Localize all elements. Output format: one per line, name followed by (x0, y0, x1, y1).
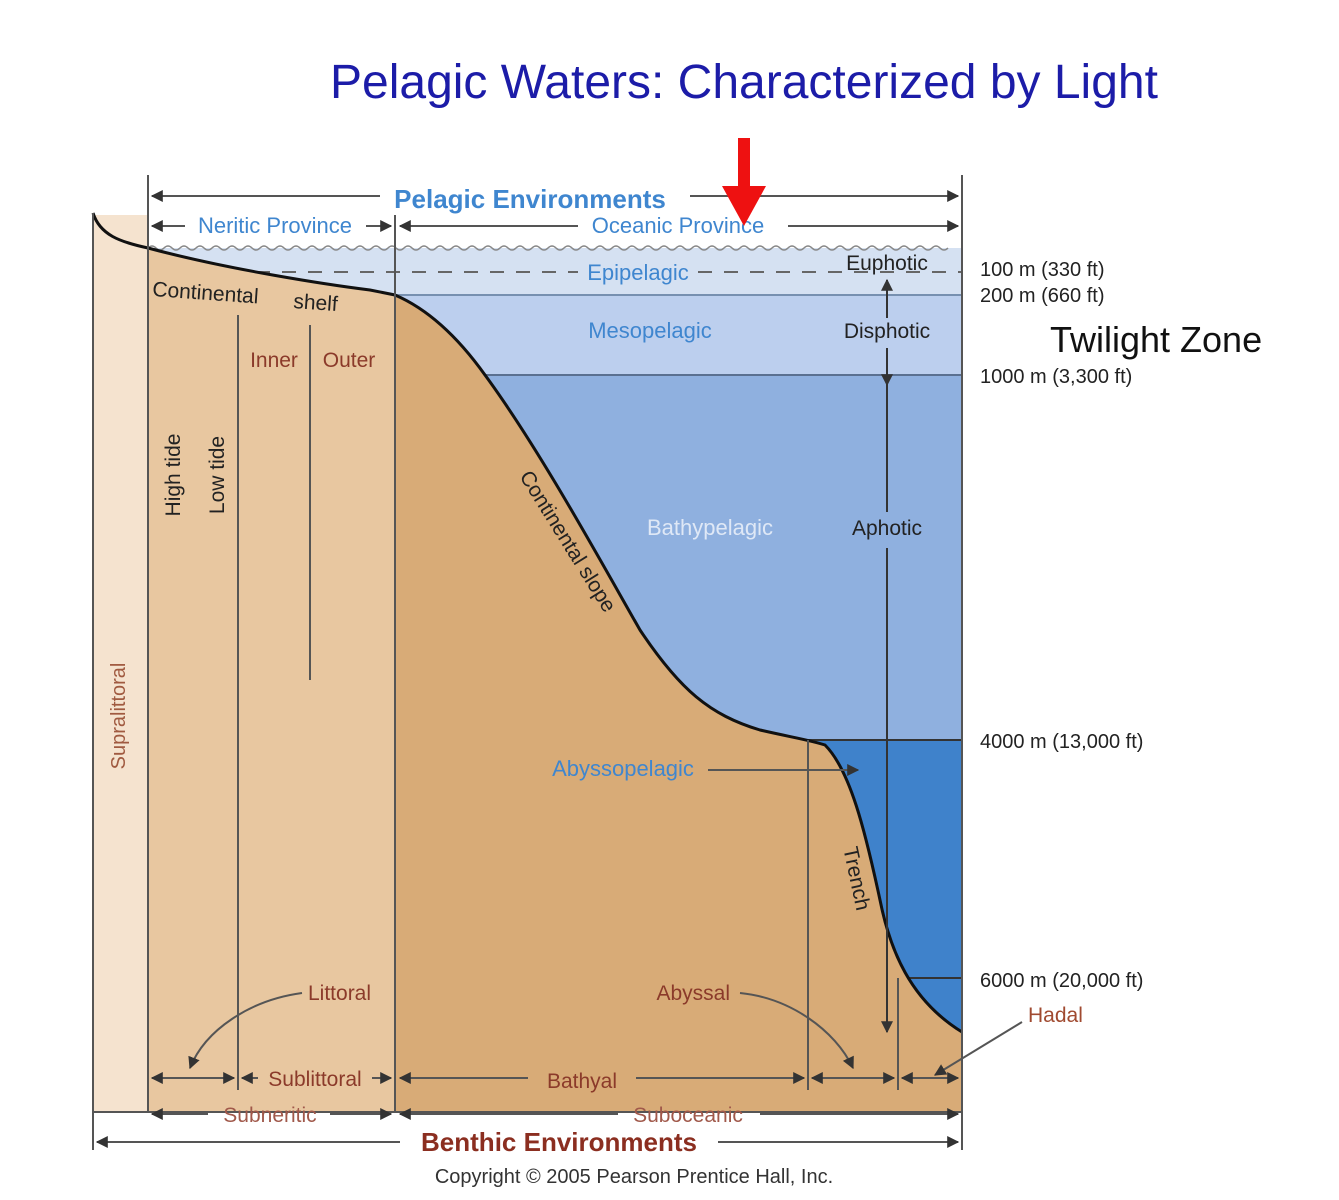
supralittoral-strip (93, 215, 148, 1112)
subneritic-label: Subneritic (223, 1104, 316, 1127)
suboceanic-label: Suboceanic (633, 1104, 743, 1127)
inner-shelf-label: Inner (250, 349, 298, 372)
continental-shelf-area (148, 248, 395, 1112)
sea-surface (147, 245, 949, 251)
bathypelagic-label: Bathypelagic (647, 515, 773, 540)
aphotic-label: Aphotic (852, 517, 922, 540)
supralittoral-label: Supralittoral (108, 663, 130, 770)
littoral-curved-arrow (188, 992, 303, 1070)
abyssal-label: Abyssal (656, 982, 730, 1005)
low-tide-label: Low tide (206, 436, 229, 514)
red-down-arrow-icon (722, 138, 766, 226)
depth-200m: 200 m (660 ft) (980, 285, 1105, 307)
depth-1000m: 1000 m (3,300 ft) (980, 366, 1132, 388)
depth-4000m: 4000 m (13,000 ft) (980, 731, 1143, 753)
abyssal-curved-arrow (739, 992, 854, 1070)
hadal-label: Hadal (1028, 1004, 1083, 1027)
mesopelagic-label: Mesopelagic (588, 318, 712, 343)
bathyal-label: Bathyal (547, 1070, 617, 1093)
euphotic-label: Euphotic (846, 252, 928, 275)
epipelagic-label: Epipelagic (587, 260, 689, 285)
abyssopelagic-label: Abyssopelagic (552, 756, 694, 781)
depth-100m: 100 m (330 ft) (980, 259, 1105, 281)
copyright: Copyright © 2005 Pearson Prentice Hall, … (435, 1166, 833, 1188)
outer-shelf-label: Outer (323, 349, 376, 372)
neritic-province-label: Neritic Province (198, 213, 352, 238)
epipelagic-label-background (578, 258, 698, 286)
littoral-label: Littoral (308, 982, 371, 1005)
benthic-environments-label: Benthic Environments (421, 1127, 697, 1157)
disphotic-label: Disphotic (844, 320, 930, 343)
hadal-pointer-arrow (933, 1021, 1023, 1076)
twilight-zone-label: Twilight Zone (1050, 319, 1262, 360)
depth-6000m: 6000 m (20,000 ft) (980, 970, 1143, 992)
pelagic-environments-label: Pelagic Environments (394, 184, 666, 214)
seafloor-outline (91, 212, 963, 1034)
page-title: Pelagic Waters: Characterized by Light (330, 56, 1158, 109)
continental-shelf-label-2: shelf (293, 290, 339, 316)
high-tide-label: High tide (162, 434, 185, 517)
sublittoral-label: Sublittoral (268, 1068, 361, 1091)
oceanic-province-label: Oceanic Province (592, 213, 764, 238)
